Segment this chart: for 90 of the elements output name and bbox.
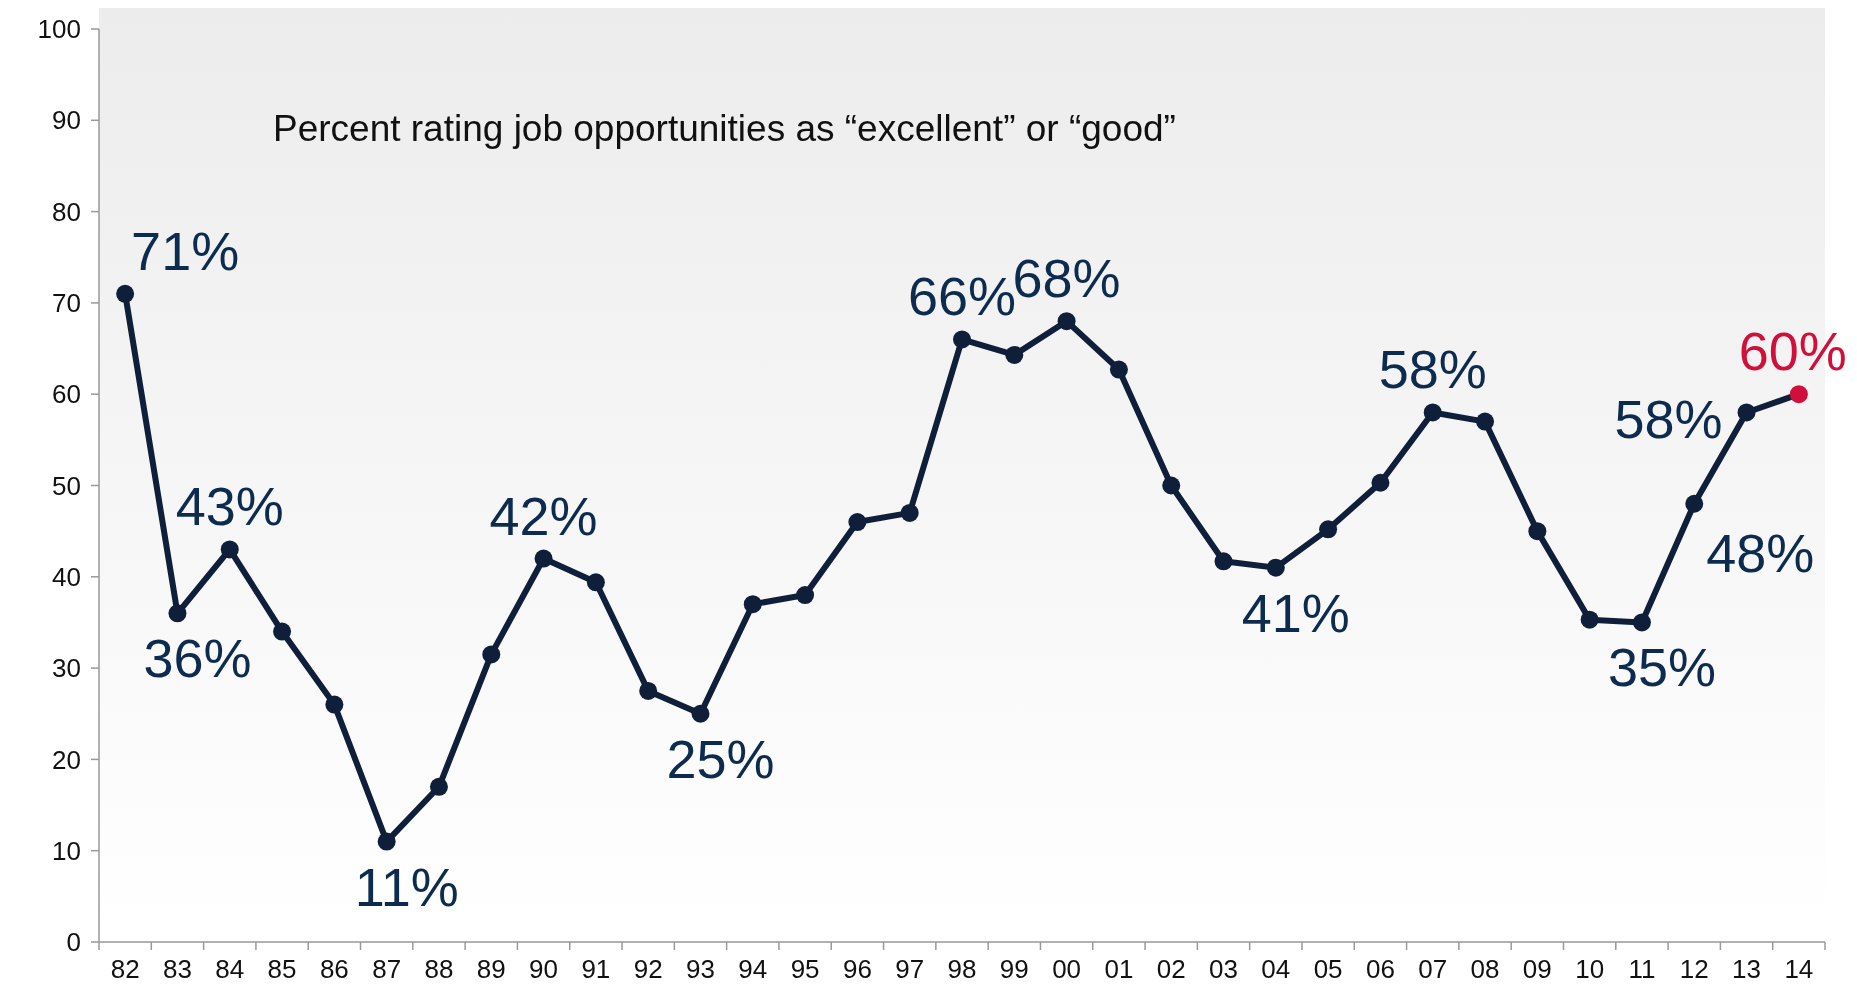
x-tick-label: 99: [999, 954, 1029, 984]
x-tick-label: 05: [1313, 954, 1343, 984]
point: [168, 604, 187, 623]
x-tick-label: 04: [1261, 954, 1291, 984]
point: [639, 681, 658, 700]
x-tick-label: 92: [633, 954, 663, 984]
y-tick-label: 40: [52, 561, 81, 592]
point: [1266, 558, 1285, 577]
data-label: 58%: [1614, 389, 1723, 450]
y-tick-label: 30: [52, 653, 81, 684]
x-tick-label: 13: [1732, 954, 1762, 984]
point: [534, 549, 553, 568]
point: [1685, 494, 1704, 513]
point: [1214, 552, 1233, 571]
point: [953, 330, 971, 349]
y-tick-label: 90: [52, 105, 81, 136]
y-tick-label: 50: [52, 470, 81, 501]
data-label: 35%: [1607, 637, 1716, 698]
data-label: 43%: [175, 476, 284, 537]
x-tick-label: 08: [1470, 954, 1500, 984]
data-label: 48%: [1706, 522, 1815, 583]
x-tick-label: 10: [1575, 954, 1605, 984]
x-tick-label: 95: [790, 954, 820, 984]
point: [1319, 520, 1338, 539]
point: [429, 777, 448, 796]
point: [482, 645, 501, 664]
point: [1005, 345, 1024, 364]
point: [796, 586, 815, 605]
y-tick-label: 100: [37, 14, 81, 45]
x-tick-label: 85: [267, 954, 297, 984]
data-label: 42%: [489, 485, 598, 546]
x-tick-label: 96: [842, 954, 872, 984]
x-tick-label: 11: [1628, 954, 1656, 984]
x-tick-label: 03: [1209, 954, 1238, 984]
x-tick-label: 86: [319, 954, 349, 984]
x-tick-label: 02: [1156, 954, 1186, 984]
x-tick-label: 82: [110, 954, 140, 984]
point: [325, 695, 344, 714]
x-tick-label: 87: [372, 954, 402, 984]
x-tick-label: 06: [1365, 954, 1395, 984]
data-label: 60%: [1738, 321, 1847, 382]
point: [1057, 312, 1076, 331]
point: [1580, 610, 1599, 629]
x-tick-label: 93: [686, 954, 715, 984]
y-tick-label: 60: [52, 379, 81, 410]
point: [116, 284, 135, 303]
x-tick-label: 98: [947, 954, 977, 984]
point: [1476, 412, 1495, 431]
x-tick-label: 01: [1104, 954, 1134, 984]
point: [1789, 385, 1808, 404]
point: [1632, 613, 1651, 632]
point: [220, 540, 239, 559]
data-label: 58%: [1378, 339, 1487, 400]
y-tick-label: 20: [52, 744, 81, 775]
data-label: 36%: [143, 628, 252, 689]
x-tick-label: 84: [215, 954, 245, 984]
point: [1109, 360, 1128, 379]
point: [900, 503, 919, 522]
data-label: 25%: [666, 728, 775, 789]
x-tick-label: 83: [162, 954, 192, 984]
point: [1737, 403, 1756, 422]
text: Percent rating job opportunities as “excellent” or “good”: [273, 108, 1176, 149]
point: [377, 832, 396, 851]
point: [743, 595, 762, 614]
point: [1162, 476, 1181, 495]
point: [1371, 473, 1390, 492]
x-tick-label: 09: [1522, 954, 1552, 984]
point: [848, 513, 867, 532]
data-label: 41%: [1241, 582, 1350, 643]
x-tick-label: 88: [424, 954, 454, 984]
x-tick-label: 90: [529, 954, 559, 984]
point: [1423, 403, 1442, 422]
x-tick-label: 94: [738, 954, 768, 984]
point: [691, 704, 710, 723]
x-tick-label: 12: [1679, 954, 1709, 984]
data-label: 71%: [131, 220, 240, 281]
x-tick-label: 14: [1784, 954, 1814, 984]
y-tick-label: 10: [52, 835, 81, 866]
data-label: 11%: [354, 856, 459, 917]
x-tick-label: 89: [476, 954, 506, 984]
x-tick-label: 00: [1052, 954, 1082, 984]
point: [1528, 522, 1547, 541]
x-tick-label: 07: [1418, 954, 1448, 984]
y-tick-label: 70: [52, 288, 81, 318]
x-tick-label: 97: [895, 954, 925, 984]
point: [273, 622, 292, 641]
point: [586, 573, 605, 592]
y-tick-label: 80: [52, 196, 81, 227]
y-tick-label: 0: [66, 927, 81, 958]
x-tick-label: 91: [581, 954, 611, 984]
